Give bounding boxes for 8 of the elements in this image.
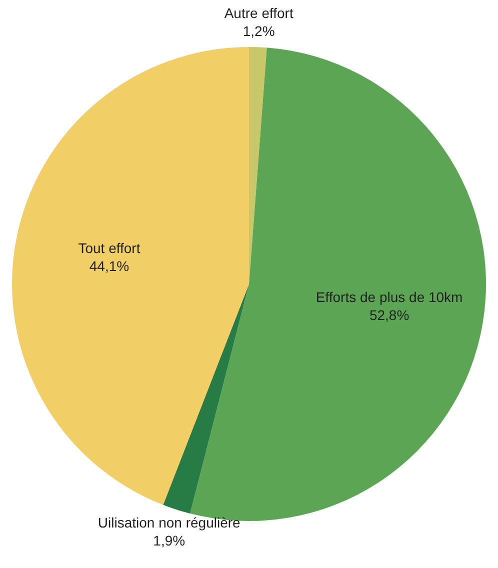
slice-label: Uilisation non régulière [98, 514, 241, 530]
data-label: 52,8% [369, 307, 410, 324]
slice-label: Autre effort [224, 5, 294, 22]
slice-label: Tout effort [78, 240, 140, 256]
data-label: 1,9% [153, 532, 186, 548]
data-label: 44,1% [89, 258, 130, 274]
slice-label: Efforts de plus de 10km [316, 289, 463, 306]
data-label: 1,2% [242, 23, 275, 40]
